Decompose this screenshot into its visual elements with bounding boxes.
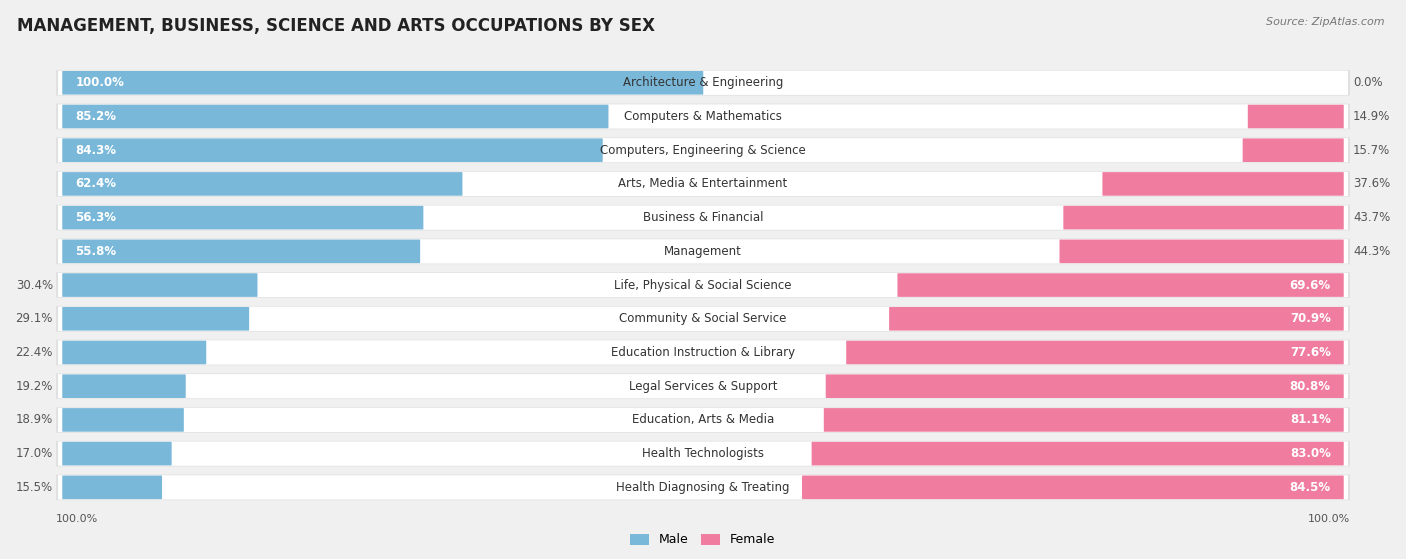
FancyBboxPatch shape xyxy=(56,373,1350,399)
Text: 62.4%: 62.4% xyxy=(76,177,117,191)
Text: 84.3%: 84.3% xyxy=(76,144,117,157)
Text: 100.0%: 100.0% xyxy=(1308,514,1350,524)
Text: 22.4%: 22.4% xyxy=(15,346,53,359)
FancyBboxPatch shape xyxy=(1063,206,1344,229)
FancyBboxPatch shape xyxy=(56,239,1350,264)
Text: 0.0%: 0.0% xyxy=(1353,76,1382,89)
Text: 19.2%: 19.2% xyxy=(15,380,53,393)
FancyBboxPatch shape xyxy=(62,240,420,263)
FancyBboxPatch shape xyxy=(58,105,1348,129)
Text: Arts, Media & Entertainment: Arts, Media & Entertainment xyxy=(619,177,787,191)
FancyBboxPatch shape xyxy=(58,138,1348,162)
FancyBboxPatch shape xyxy=(62,307,249,330)
FancyBboxPatch shape xyxy=(62,476,162,499)
Text: Education Instruction & Library: Education Instruction & Library xyxy=(612,346,794,359)
Text: 81.1%: 81.1% xyxy=(1289,414,1330,427)
Text: 70.9%: 70.9% xyxy=(1289,312,1330,325)
Text: Source: ZipAtlas.com: Source: ZipAtlas.com xyxy=(1267,17,1385,27)
FancyBboxPatch shape xyxy=(58,172,1348,196)
FancyBboxPatch shape xyxy=(62,139,603,162)
Text: Business & Financial: Business & Financial xyxy=(643,211,763,224)
Text: Computers, Engineering & Science: Computers, Engineering & Science xyxy=(600,144,806,157)
FancyBboxPatch shape xyxy=(62,442,172,466)
FancyBboxPatch shape xyxy=(56,205,1350,230)
FancyBboxPatch shape xyxy=(897,273,1344,297)
Text: 56.3%: 56.3% xyxy=(76,211,117,224)
FancyBboxPatch shape xyxy=(1060,240,1344,263)
FancyBboxPatch shape xyxy=(1243,139,1344,162)
FancyBboxPatch shape xyxy=(56,441,1350,466)
FancyBboxPatch shape xyxy=(58,307,1348,331)
Text: Legal Services & Support: Legal Services & Support xyxy=(628,380,778,393)
FancyBboxPatch shape xyxy=(811,442,1344,466)
FancyBboxPatch shape xyxy=(56,70,1350,96)
FancyBboxPatch shape xyxy=(58,273,1348,297)
Text: Community & Social Service: Community & Social Service xyxy=(619,312,787,325)
Text: Architecture & Engineering: Architecture & Engineering xyxy=(623,76,783,89)
FancyBboxPatch shape xyxy=(56,306,1350,331)
Text: 18.9%: 18.9% xyxy=(15,414,53,427)
FancyBboxPatch shape xyxy=(58,442,1348,466)
Text: 85.2%: 85.2% xyxy=(76,110,117,123)
Text: 15.5%: 15.5% xyxy=(15,481,53,494)
Text: 55.8%: 55.8% xyxy=(76,245,117,258)
FancyBboxPatch shape xyxy=(62,172,463,196)
FancyBboxPatch shape xyxy=(56,138,1350,163)
FancyBboxPatch shape xyxy=(58,408,1348,432)
Text: Health Technologists: Health Technologists xyxy=(643,447,763,460)
FancyBboxPatch shape xyxy=(58,475,1348,500)
FancyBboxPatch shape xyxy=(56,103,1350,129)
Text: 15.7%: 15.7% xyxy=(1353,144,1391,157)
Text: 83.0%: 83.0% xyxy=(1289,447,1330,460)
FancyBboxPatch shape xyxy=(1102,172,1344,196)
Text: Education, Arts & Media: Education, Arts & Media xyxy=(631,414,775,427)
FancyBboxPatch shape xyxy=(62,105,609,129)
FancyBboxPatch shape xyxy=(62,340,207,364)
FancyBboxPatch shape xyxy=(846,340,1344,364)
FancyBboxPatch shape xyxy=(58,340,1348,364)
FancyBboxPatch shape xyxy=(62,273,257,297)
Text: Management: Management xyxy=(664,245,742,258)
Text: 100.0%: 100.0% xyxy=(76,76,124,89)
Text: 84.5%: 84.5% xyxy=(1289,481,1330,494)
FancyBboxPatch shape xyxy=(58,239,1348,263)
Text: 30.4%: 30.4% xyxy=(15,278,53,292)
FancyBboxPatch shape xyxy=(62,206,423,229)
FancyBboxPatch shape xyxy=(58,206,1348,230)
FancyBboxPatch shape xyxy=(1247,105,1344,129)
Text: Life, Physical & Social Science: Life, Physical & Social Science xyxy=(614,278,792,292)
FancyBboxPatch shape xyxy=(56,407,1350,433)
FancyBboxPatch shape xyxy=(56,272,1350,298)
Text: 77.6%: 77.6% xyxy=(1289,346,1330,359)
FancyBboxPatch shape xyxy=(62,375,186,398)
FancyBboxPatch shape xyxy=(56,340,1350,365)
Text: 14.9%: 14.9% xyxy=(1353,110,1391,123)
FancyBboxPatch shape xyxy=(801,476,1344,499)
FancyBboxPatch shape xyxy=(889,307,1344,330)
FancyBboxPatch shape xyxy=(824,408,1344,432)
FancyBboxPatch shape xyxy=(62,408,184,432)
FancyBboxPatch shape xyxy=(62,71,703,94)
Text: 44.3%: 44.3% xyxy=(1353,245,1391,258)
Text: 37.6%: 37.6% xyxy=(1353,177,1391,191)
Text: Computers & Mathematics: Computers & Mathematics xyxy=(624,110,782,123)
Text: 69.6%: 69.6% xyxy=(1289,278,1330,292)
Text: Health Diagnosing & Treating: Health Diagnosing & Treating xyxy=(616,481,790,494)
FancyBboxPatch shape xyxy=(825,375,1344,398)
Legend: Male, Female: Male, Female xyxy=(630,533,776,546)
FancyBboxPatch shape xyxy=(56,475,1350,500)
FancyBboxPatch shape xyxy=(56,171,1350,197)
Text: 29.1%: 29.1% xyxy=(15,312,53,325)
FancyBboxPatch shape xyxy=(58,70,1348,95)
Text: 100.0%: 100.0% xyxy=(56,514,98,524)
FancyBboxPatch shape xyxy=(58,374,1348,399)
Text: 80.8%: 80.8% xyxy=(1289,380,1330,393)
Text: 43.7%: 43.7% xyxy=(1353,211,1391,224)
Text: MANAGEMENT, BUSINESS, SCIENCE AND ARTS OCCUPATIONS BY SEX: MANAGEMENT, BUSINESS, SCIENCE AND ARTS O… xyxy=(17,17,655,35)
Text: 17.0%: 17.0% xyxy=(15,447,53,460)
